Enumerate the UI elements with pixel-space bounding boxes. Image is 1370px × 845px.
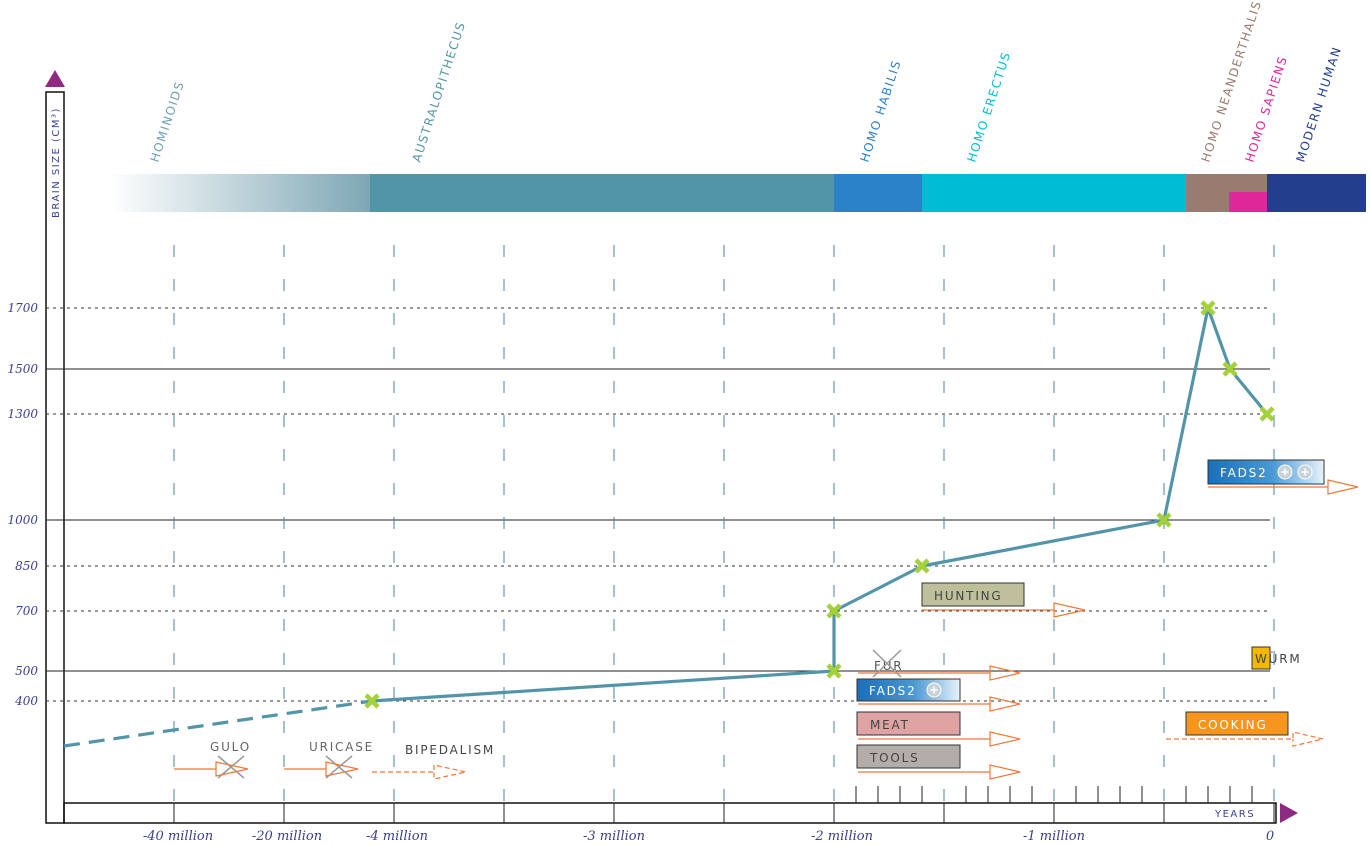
event-wurm: WÜRM: [1251, 646, 1302, 670]
event-label-wurm: WÜRM: [1255, 650, 1302, 666]
plus-icon-glyph: [1301, 468, 1309, 476]
brain-size-series: [364, 300, 1275, 709]
data-point-marker: [1222, 361, 1238, 377]
event-box-tools: [856, 744, 961, 769]
event-arrow-fads2-late: [1208, 479, 1359, 495]
data-point-marker: [364, 693, 380, 709]
y-tick-label: 700: [15, 604, 38, 618]
event-gulo: GULO: [174, 740, 251, 779]
event-label-meat: MEAT: [870, 718, 910, 732]
event-arrow-fads2-early: [858, 696, 1021, 712]
x-tick-label: -20 million: [252, 829, 322, 844]
species-band: [110, 174, 1366, 212]
band-homo-erectus: [922, 174, 1186, 212]
event-box-fads2-late: [1207, 459, 1325, 485]
x-tick-label: -3 million: [583, 829, 645, 844]
grid: [46, 245, 1275, 823]
event-hunting: HUNTING: [921, 582, 1086, 618]
y-tick-label: 500: [15, 664, 38, 678]
early-trend-dashed-line: [63, 699, 373, 748]
data-point-marker: [1200, 300, 1216, 316]
events: GULO URICASE BIPEDALISM FUR FADS2: [174, 459, 1359, 780]
event-label-cooking: COOKING: [1198, 718, 1268, 732]
band-australopithecus: [370, 174, 834, 212]
data-point-marker: [826, 603, 842, 619]
event-label-bipedalism: BIPEDALISM: [405, 743, 495, 757]
y-tick-label: 1300: [7, 407, 38, 421]
event-cooking: COOKING: [1166, 711, 1324, 747]
data-point-marker: [914, 558, 930, 574]
species-label-homo-sapiens: HOMO SAPIENS: [1243, 54, 1291, 164]
x-axis-arrow-icon: [1280, 803, 1298, 823]
species-label-homo-erectus: HOMO ERECTUS: [965, 50, 1014, 164]
brain-size-line: [371, 306, 1269, 703]
y-tick-label: 400: [14, 694, 38, 708]
x-tick-label: -4 million: [366, 829, 428, 844]
plus-icon-glyph: [1281, 468, 1289, 476]
data-point-marker: [1259, 406, 1275, 422]
event-label-fads2-late: FADS2: [1220, 466, 1268, 480]
species-label-hominoids: HOMINOIDS: [148, 79, 187, 164]
y-tick-label: 850: [15, 559, 38, 573]
x-tick-label: 0: [1266, 829, 1274, 844]
event-label-hunting: HUNTING: [934, 589, 1003, 603]
event-box-hunting: [921, 582, 1025, 607]
x-axis-label: YEARS: [1214, 809, 1255, 820]
band-homo-habilis: [834, 174, 922, 212]
event-bipedalism: BIPEDALISM: [372, 743, 495, 780]
event-arrow-gulo: [174, 761, 249, 777]
event-fads2-late: FADS2: [1207, 459, 1359, 495]
species-label-modern-human: MODERN HUMAN: [1294, 44, 1345, 164]
event-tools: TOOLS: [856, 744, 1021, 780]
band-homo-sapiens: [1229, 192, 1267, 212]
event-uricase: URICASE: [284, 740, 374, 779]
event-arrow-tools: [858, 764, 1021, 780]
band-modern-human: [1267, 174, 1366, 212]
event-box-cooking: [1185, 711, 1289, 736]
cross-icon: [325, 755, 353, 779]
data-point-marker: [1156, 512, 1172, 528]
event-arrow-bipedalism: [372, 764, 467, 780]
x-tick-label: -40 million: [143, 829, 213, 844]
x-tick-label: -2 million: [811, 829, 873, 844]
event-arrow-meat: [858, 731, 1021, 747]
y-axis-arrow-icon: [45, 70, 65, 87]
event-arrow-fur: [858, 665, 1021, 681]
event-label-gulo: GULO: [210, 740, 251, 754]
species-label-australopithecus: AUSTRALOPITHECUS: [410, 20, 469, 164]
event-arrow-cooking: [1166, 731, 1324, 747]
event-label-fads2-early: FADS2: [869, 684, 917, 698]
event-meat: MEAT: [856, 711, 1021, 747]
y-tick-label: 1000: [7, 513, 38, 527]
species-labels: HOMINOIDS AUSTRALOPITHECUS HOMO HABILIS …: [148, 0, 1345, 164]
y-axis-label: BRAIN SIZE (CM³): [51, 107, 62, 218]
event-fads2-early: FADS2: [856, 678, 1021, 712]
event-fur: FUR: [858, 649, 1021, 681]
band-hominoids: [110, 174, 370, 212]
event-arrow-hunting: [922, 602, 1086, 618]
event-box-wurm: [1251, 646, 1271, 670]
y-tick-label: 1500: [7, 362, 38, 376]
species-label-homo-habilis: HOMO HABILIS: [858, 58, 904, 164]
event-label-uricase: URICASE: [309, 740, 374, 754]
data-point-marker: [826, 663, 842, 679]
event-label-tools: TOOLS: [869, 751, 920, 765]
event-arrow-uricase: [284, 761, 359, 777]
plus-icon-glyph: [930, 686, 938, 694]
event-box-meat: [856, 711, 961, 736]
y-axis-bar: [45, 91, 65, 824]
y-tick-label: 1700: [7, 301, 38, 315]
x-axis-bar: [63, 802, 1277, 824]
x-tick-label: -1 million: [1023, 829, 1085, 844]
tick-labels: 1700 1500 1300 1000 850 700 500 400 -40 million -…: [7, 301, 1274, 844]
